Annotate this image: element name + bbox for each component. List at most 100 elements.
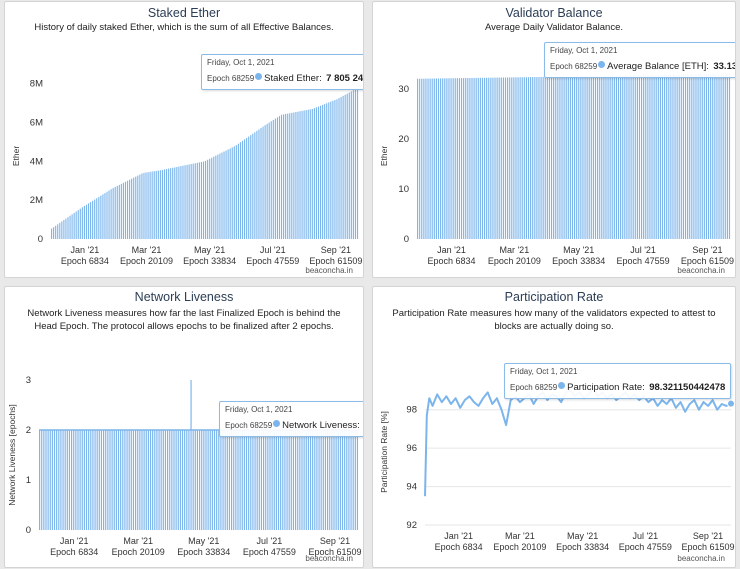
chart-bar bbox=[256, 130, 258, 239]
chart-bar bbox=[194, 163, 196, 239]
chart-bar bbox=[292, 430, 295, 530]
x-tick-epoch: Epoch 61509 bbox=[682, 542, 735, 552]
chart-bar bbox=[83, 430, 85, 530]
chart-bar bbox=[241, 430, 243, 530]
chart-bar bbox=[152, 430, 154, 530]
chart-bar bbox=[202, 161, 205, 239]
chart-bar bbox=[124, 181, 127, 239]
chart-bar bbox=[339, 430, 341, 530]
chart-bar bbox=[100, 430, 103, 530]
chart-bar bbox=[509, 77, 511, 239]
chart-bar bbox=[120, 183, 122, 239]
chart-bar bbox=[483, 77, 486, 239]
chart-bar bbox=[678, 74, 680, 240]
chart-bar bbox=[597, 76, 599, 240]
chart-bar bbox=[237, 143, 239, 239]
chart-bar bbox=[92, 200, 94, 239]
chart-bar bbox=[481, 77, 484, 239]
chart-bar bbox=[659, 74, 661, 239]
chart-bar bbox=[181, 430, 184, 530]
chart-bar bbox=[155, 170, 157, 239]
x-tick-month: Jul '21 bbox=[260, 245, 286, 255]
chart-bar bbox=[446, 78, 448, 239]
chart-bar bbox=[71, 214, 73, 239]
chart-bar bbox=[269, 430, 271, 530]
chart-bar bbox=[79, 208, 81, 239]
chart-bar bbox=[437, 78, 440, 239]
chart-bar bbox=[356, 88, 359, 239]
chart-bar bbox=[699, 73, 701, 239]
x-tick-month: Jul '21 bbox=[257, 536, 283, 546]
chart-bar bbox=[330, 101, 332, 239]
chart-bar bbox=[67, 217, 69, 239]
chart-bar bbox=[147, 172, 149, 239]
x-tick-month: Jan '21 bbox=[437, 245, 466, 255]
y-tick-label: 0 bbox=[38, 234, 43, 245]
chart-bar bbox=[693, 74, 695, 239]
chart-bar bbox=[248, 136, 250, 239]
chart-bar bbox=[550, 76, 553, 239]
chart-bar bbox=[331, 430, 333, 530]
chart-bar bbox=[233, 146, 235, 239]
chart-bar bbox=[479, 77, 481, 239]
chart-credit[interactable]: beaconcha.in bbox=[305, 266, 353, 275]
chart-bar bbox=[174, 167, 176, 239]
chart-credit[interactable]: beaconcha.in bbox=[305, 554, 353, 563]
chart-bar bbox=[326, 103, 328, 239]
chart-bar bbox=[116, 185, 118, 239]
chart-tooltip: Friday, Oct 1, 2021 Epoch 68259 Staked Et… bbox=[201, 54, 363, 90]
chart-bar bbox=[701, 73, 703, 239]
chart-bar bbox=[661, 74, 664, 240]
chart-bar bbox=[319, 105, 322, 240]
chart-bar bbox=[248, 430, 250, 530]
chart-bar bbox=[51, 228, 53, 239]
chart-bar bbox=[226, 430, 228, 530]
chart-credit[interactable]: beaconcha.in bbox=[677, 266, 725, 275]
chart-bar bbox=[465, 78, 467, 239]
chart-bar bbox=[672, 74, 674, 239]
chart-bar bbox=[180, 166, 182, 239]
chart-bar bbox=[245, 430, 248, 530]
chart-bar bbox=[256, 430, 258, 530]
chart-bar bbox=[515, 77, 517, 239]
chart-bar bbox=[722, 73, 724, 240]
chart-bar bbox=[239, 142, 242, 239]
chart-bar bbox=[290, 430, 292, 530]
chart-bar bbox=[184, 430, 186, 530]
chart-bar bbox=[53, 430, 56, 530]
chart-bar bbox=[657, 74, 659, 239]
chart-bar bbox=[205, 430, 207, 530]
x-tick-epoch: Epoch 6834 bbox=[50, 547, 98, 557]
chart-bar bbox=[494, 77, 496, 240]
series-dot-icon bbox=[273, 420, 281, 428]
chart-bar bbox=[342, 95, 344, 239]
chart-bar bbox=[571, 76, 574, 240]
chart-bar bbox=[250, 135, 252, 239]
chart-bar bbox=[83, 206, 85, 239]
chart-bar bbox=[632, 75, 634, 239]
chart-bar bbox=[590, 76, 592, 239]
chart-bar bbox=[680, 74, 682, 239]
chart-bar bbox=[419, 78, 421, 240]
chart-bar bbox=[548, 76, 551, 239]
chart-bar bbox=[695, 74, 697, 239]
chart-credit[interactable]: beaconcha.in bbox=[677, 554, 725, 563]
x-tick-month: Jul '21 bbox=[630, 245, 656, 255]
chart-bar bbox=[687, 74, 689, 240]
chart-bar bbox=[450, 78, 452, 239]
chart-bar bbox=[153, 171, 155, 239]
chart-bar bbox=[352, 430, 354, 530]
y-axis-title: Ether bbox=[379, 146, 389, 166]
tooltip-epoch: Epoch 68259 bbox=[207, 74, 255, 83]
chart-bar bbox=[94, 199, 96, 239]
chart-bar bbox=[454, 78, 456, 239]
chart-bar bbox=[145, 172, 147, 239]
x-tick-month: May '21 bbox=[194, 245, 225, 255]
chart-bar bbox=[611, 75, 613, 239]
chart-bar bbox=[523, 77, 525, 239]
chart-bar bbox=[135, 430, 137, 530]
